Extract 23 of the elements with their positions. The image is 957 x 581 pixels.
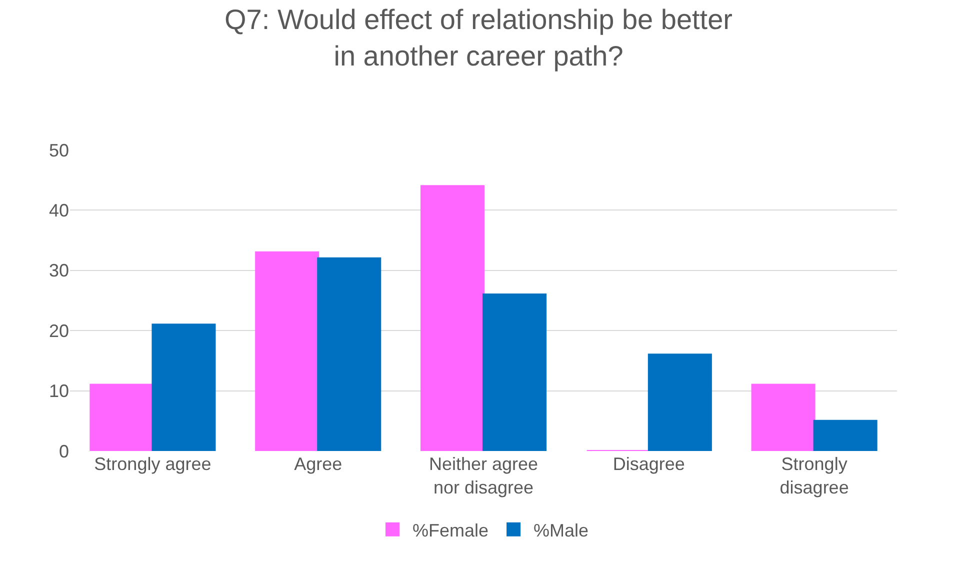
y-tick-label: 30 (48, 260, 69, 281)
bar (317, 257, 382, 451)
bar (648, 354, 712, 451)
bar (255, 251, 320, 451)
x-tick-label: Disagree (612, 454, 685, 474)
y-tick-label: 20 (48, 320, 69, 341)
y-tick-label: 50 (48, 140, 69, 160)
y-tick-label: 10 (48, 381, 69, 402)
chart-title: Q7: Would effect of relationship be better in another career path? (224, 4, 732, 72)
bar (420, 185, 484, 451)
y-tick-label: 40 (48, 200, 69, 220)
x-tick-label: Neither agree nor disagree (428, 454, 538, 498)
bar (751, 384, 816, 451)
legend-label: %Male (534, 520, 589, 540)
bar (813, 420, 878, 451)
x-tick-label: Strongly agree (94, 454, 212, 474)
y-tick-label: 0 (58, 441, 69, 462)
x-tick-label: Agree (294, 454, 342, 474)
bar (90, 384, 154, 451)
bar (152, 324, 216, 451)
legend-label: %Female (412, 520, 489, 540)
bar (482, 293, 547, 451)
x-tick-label: Strongly disagree (780, 454, 849, 498)
